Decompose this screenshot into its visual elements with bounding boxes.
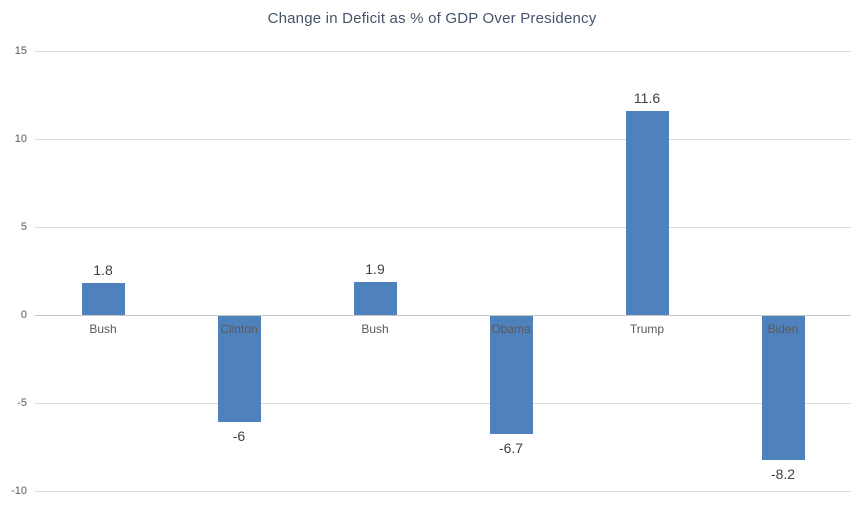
bar-value-label: 11.6 xyxy=(633,90,661,106)
bar-value-label: -6 xyxy=(232,428,246,444)
bar xyxy=(82,283,125,315)
gridline xyxy=(35,227,851,228)
y-tick-label: -5 xyxy=(17,397,27,409)
category-label: Trump xyxy=(629,322,665,336)
gridline xyxy=(35,139,851,140)
gridline xyxy=(35,51,851,52)
gridline xyxy=(35,403,851,404)
bar-value-label: 1.9 xyxy=(365,261,385,277)
bar-value-label: -6.7 xyxy=(498,440,524,456)
bar xyxy=(626,111,669,315)
bar-value-label: 1.8 xyxy=(93,262,113,278)
bar xyxy=(762,316,805,460)
chart-title: Change in Deficit as % of GDP Over Presi… xyxy=(267,10,597,27)
y-tick-label: 5 xyxy=(20,221,27,233)
y-tick-label: 0 xyxy=(20,309,27,321)
category-label: Biden xyxy=(767,322,799,336)
y-tick-label: 10 xyxy=(14,133,27,145)
category-label: Bush xyxy=(361,322,389,336)
bar xyxy=(354,282,397,315)
category-label: Obama xyxy=(491,322,531,336)
y-tick-label: -10 xyxy=(11,485,27,497)
bar xyxy=(218,316,261,422)
x-axis-line xyxy=(35,315,851,316)
category-label: Bush xyxy=(89,322,117,336)
gridline xyxy=(35,491,851,492)
bar-value-label: -8.2 xyxy=(770,466,796,482)
bar xyxy=(490,316,533,434)
category-label: Clinton xyxy=(220,322,258,336)
y-tick-label: 15 xyxy=(14,45,27,57)
